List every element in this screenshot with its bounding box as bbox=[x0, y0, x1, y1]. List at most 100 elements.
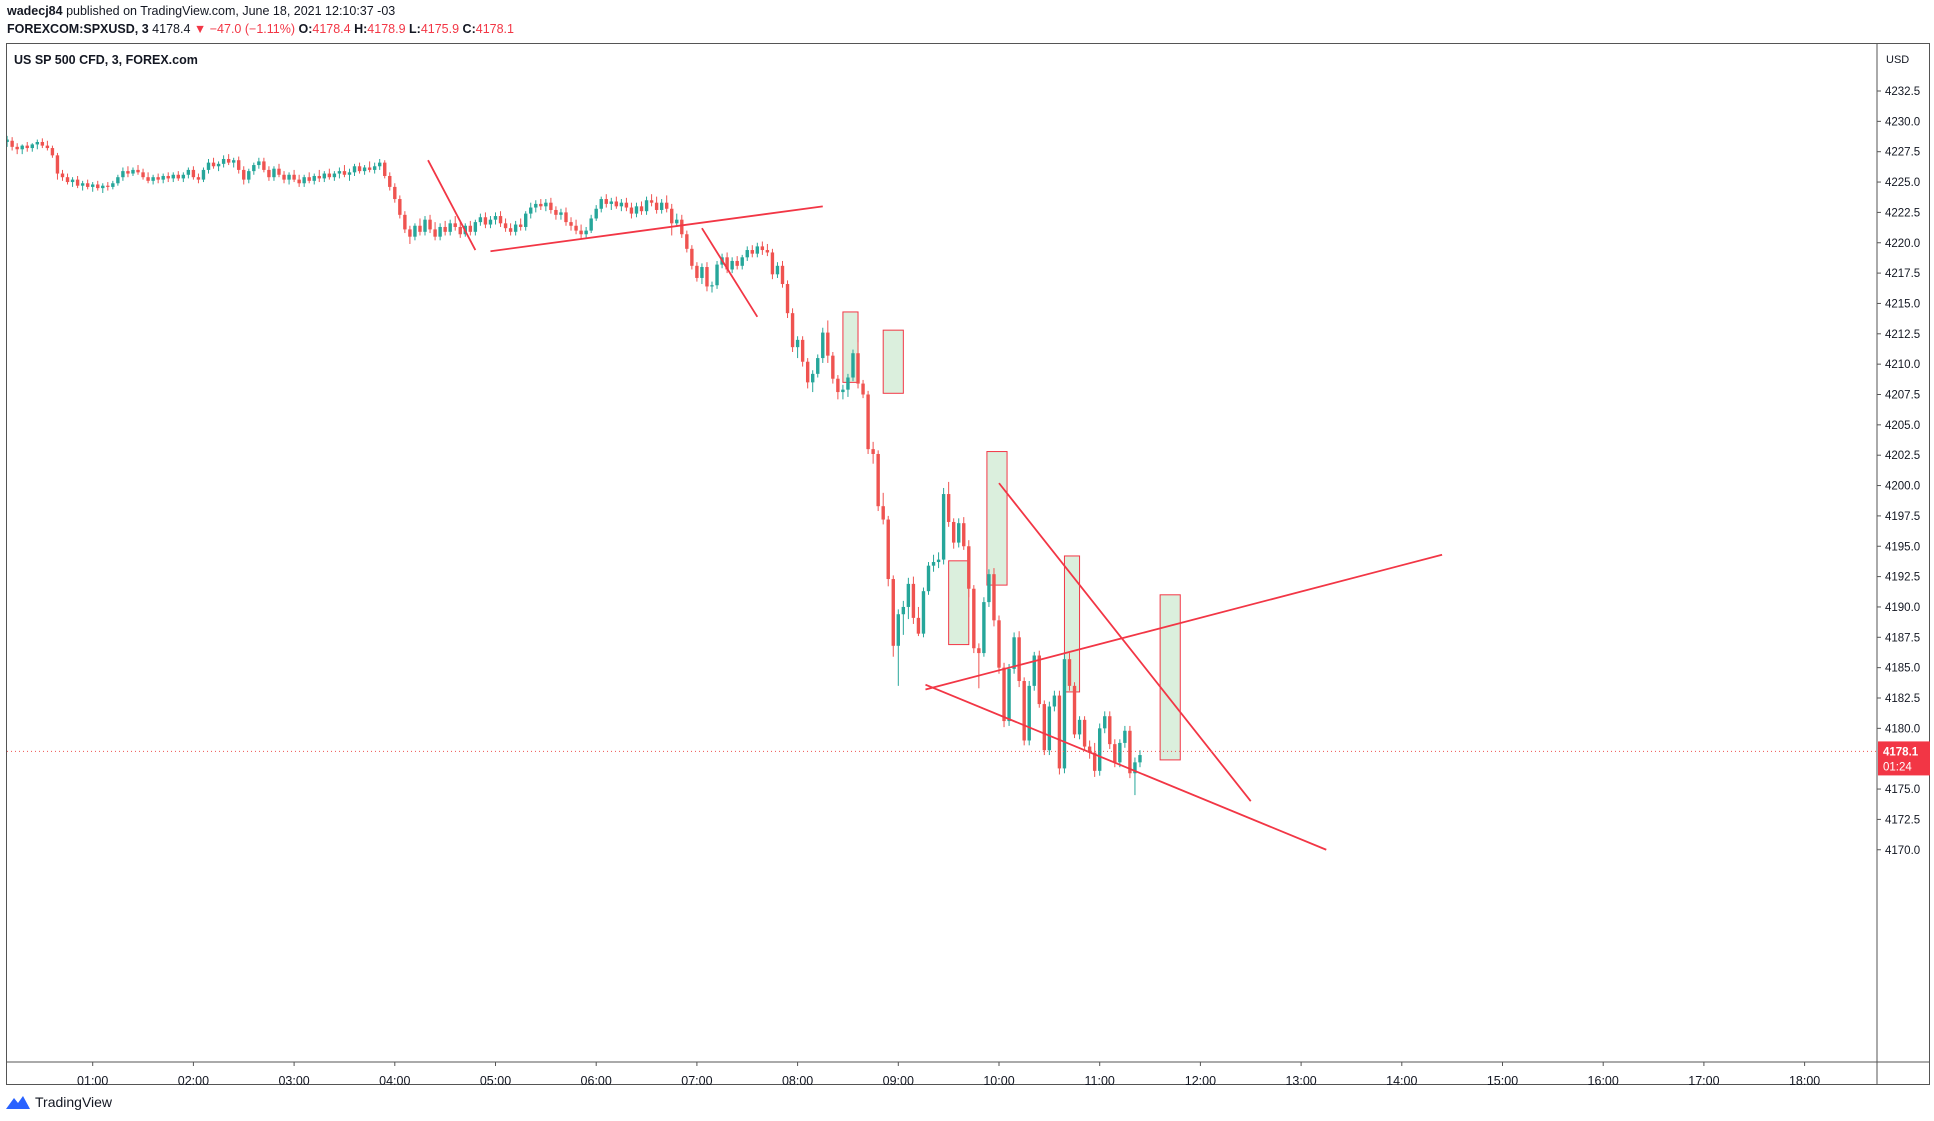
y-tick-label: 4210.0 bbox=[1885, 359, 1920, 371]
candle-body bbox=[634, 206, 639, 214]
candle-body bbox=[755, 246, 760, 254]
candle-body bbox=[1098, 728, 1102, 771]
highlight-box bbox=[842, 311, 859, 383]
candle-body bbox=[247, 171, 251, 180]
candle-body bbox=[96, 184, 100, 189]
candle-body bbox=[579, 230, 583, 235]
candle-body bbox=[443, 226, 447, 232]
candle-body bbox=[453, 223, 457, 227]
candle-body bbox=[292, 174, 296, 180]
candle-body bbox=[639, 206, 644, 212]
candle-body bbox=[931, 562, 936, 566]
y-tick-label: 4182.5 bbox=[1885, 693, 1920, 705]
candle-body bbox=[498, 216, 503, 224]
candle-body bbox=[946, 494, 951, 522]
countdown-label: 01:24 bbox=[1883, 761, 1912, 773]
symbol-label: FOREXCOM:SPXUSD, 3 bbox=[7, 22, 149, 36]
candle-body bbox=[383, 162, 387, 176]
candle-body bbox=[85, 183, 90, 187]
high-label: H: bbox=[354, 22, 368, 36]
candle-body bbox=[121, 171, 125, 178]
y-tick-label: 4172.5 bbox=[1885, 814, 1920, 826]
candle-body bbox=[821, 332, 825, 359]
candle-body bbox=[126, 171, 130, 174]
candle-body bbox=[589, 218, 593, 231]
candle-body bbox=[1118, 742, 1122, 763]
candle-body bbox=[1062, 659, 1067, 769]
candle-body bbox=[393, 186, 397, 200]
candle-body bbox=[1123, 730, 1127, 743]
x-tick-label: 09:00 bbox=[883, 1074, 914, 1088]
candle-body bbox=[297, 179, 301, 184]
candle-body bbox=[91, 184, 95, 187]
candle-body bbox=[448, 223, 452, 232]
y-tick-label: 4195.0 bbox=[1885, 541, 1920, 553]
y-tick-label: 4222.5 bbox=[1885, 207, 1920, 219]
candle-body bbox=[750, 250, 754, 254]
candle-body bbox=[1077, 719, 1082, 735]
candle-body bbox=[156, 177, 160, 180]
candle-body bbox=[559, 212, 563, 215]
candle-body bbox=[644, 200, 649, 212]
candle-body bbox=[20, 145, 24, 150]
candle-body bbox=[780, 265, 785, 285]
candle-body bbox=[302, 177, 306, 184]
candle-body bbox=[55, 155, 60, 174]
open-label: O: bbox=[298, 22, 313, 36]
candle-body bbox=[614, 201, 619, 207]
candle-body bbox=[584, 230, 588, 235]
candle-body bbox=[50, 148, 55, 156]
candle-body bbox=[101, 185, 105, 189]
candle-body bbox=[544, 202, 548, 207]
candle-body bbox=[826, 332, 830, 356]
candle-body bbox=[594, 208, 598, 219]
candle-body bbox=[408, 229, 412, 237]
candle-body bbox=[770, 252, 775, 275]
candle-body bbox=[805, 361, 810, 383]
candle-body bbox=[1133, 762, 1137, 774]
candle-body bbox=[554, 209, 558, 215]
candle-body bbox=[951, 521, 956, 543]
candle-body bbox=[906, 583, 911, 607]
candle-body bbox=[997, 620, 1001, 668]
candle-body bbox=[347, 172, 352, 175]
candle-body bbox=[624, 202, 629, 208]
y-tick-label: 4202.5 bbox=[1885, 450, 1920, 462]
x-tick-label: 04:00 bbox=[379, 1074, 410, 1088]
candle-body bbox=[1113, 744, 1117, 763]
y-tick-label: 4207.5 bbox=[1885, 390, 1920, 402]
candle-body bbox=[735, 260, 739, 266]
candle-body bbox=[45, 145, 50, 149]
candle-body bbox=[226, 158, 231, 163]
y-tick-label: 4190.0 bbox=[1885, 602, 1920, 614]
candle-body bbox=[398, 199, 402, 215]
plot-group bbox=[7, 135, 1877, 851]
open-value: 4178.4 bbox=[312, 22, 351, 36]
candle-body bbox=[811, 373, 815, 383]
candle-body bbox=[649, 200, 654, 203]
candle-body bbox=[992, 574, 996, 621]
candle-body bbox=[725, 257, 729, 270]
y-tick-label: 4200.0 bbox=[1885, 481, 1920, 493]
candle-body bbox=[166, 175, 170, 179]
candle-body bbox=[428, 219, 432, 230]
candle-body bbox=[1052, 695, 1057, 707]
candle-body bbox=[987, 574, 991, 603]
footer: TradingView bbox=[6, 1094, 112, 1110]
candle-body bbox=[468, 225, 473, 232]
candle-body bbox=[1103, 716, 1107, 729]
candle-body bbox=[131, 169, 135, 174]
candle-body bbox=[856, 353, 860, 384]
chart-area[interactable] bbox=[6, 43, 1930, 1085]
candle-body bbox=[941, 494, 946, 560]
x-tick-label: 06:00 bbox=[581, 1074, 612, 1088]
candle-body bbox=[327, 173, 332, 178]
candle-body bbox=[30, 144, 34, 149]
candle-body bbox=[1087, 746, 1092, 753]
candle-body bbox=[911, 583, 916, 618]
candle-body bbox=[488, 219, 493, 225]
candle-body bbox=[539, 203, 543, 207]
candle-body bbox=[529, 207, 533, 214]
candle-body bbox=[307, 177, 311, 181]
